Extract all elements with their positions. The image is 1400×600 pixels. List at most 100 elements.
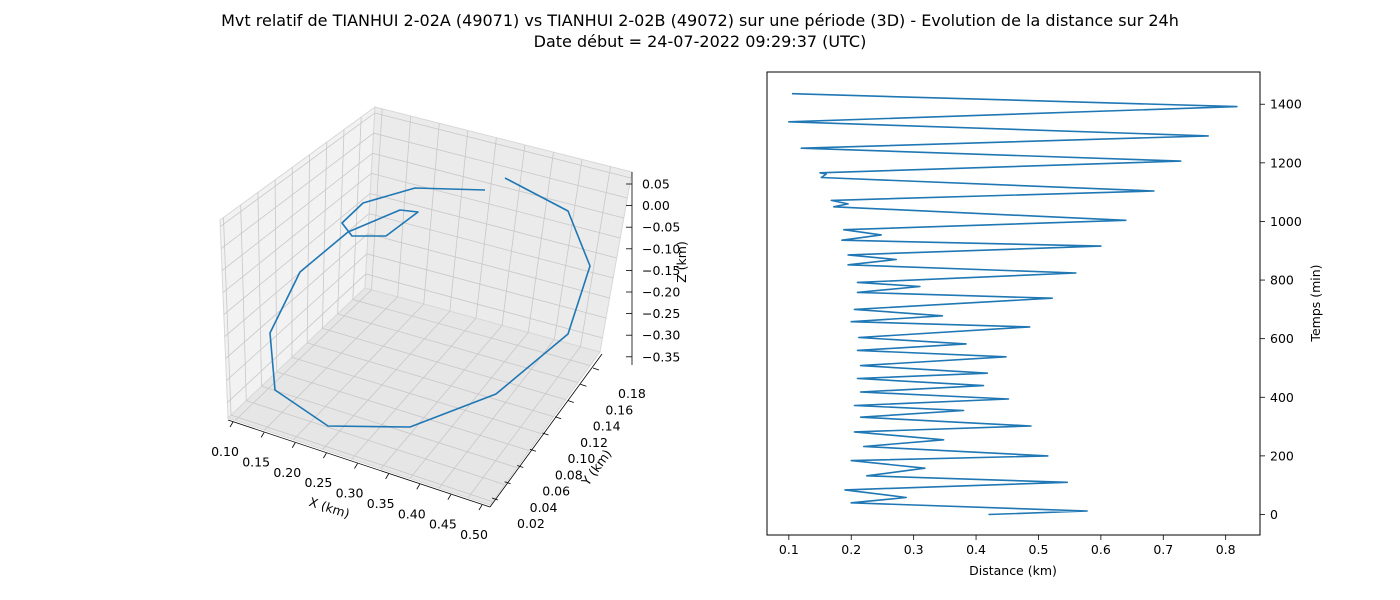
- y-tick-3d-mark: [567, 400, 574, 403]
- y-tick-3d-mark: [504, 481, 511, 485]
- x-tick-label-2d: 0.2: [841, 542, 861, 557]
- x-tick-label-3d: 0.15: [242, 454, 270, 469]
- grid-floor-y-line: [291, 356, 542, 434]
- grid-floor-y-line: [230, 414, 493, 502]
- grid-floor-x-line: [409, 332, 529, 479]
- z-tick-label-3d: −0.25: [642, 306, 680, 321]
- x-tick-label-2d: 0.5: [1029, 542, 1049, 557]
- y-ticks-3d: 0.020.040.06 0.080.100.120.14 0.160.18: [491, 367, 646, 531]
- y-tick-label-3d: 0.16: [605, 402, 633, 417]
- grid-back-z-line: [367, 233, 610, 299]
- x-tick-label-2d: 0.3: [904, 542, 924, 557]
- x-tick-label-3d: 0.20: [273, 465, 301, 480]
- grid-left-y-line: [240, 204, 247, 401]
- grid-back-z-line: [372, 152, 624, 219]
- grid-back-x-line: [527, 152, 554, 333]
- x-tick-label-3d: 0.45: [429, 517, 457, 532]
- x-tick-3d-mark: [447, 494, 452, 500]
- grid-back-z-line: [373, 132, 628, 199]
- grid-floor-x-line: [264, 296, 398, 431]
- y-tick-label-2d: 400: [1270, 390, 1294, 405]
- x-ticks-2d: 0.1 0.2 0.3 0.4 0.5 0.6 0.7 0.8: [779, 535, 1236, 557]
- grid-floor-y-line: [276, 371, 530, 451]
- x-tick-label-2d: 0.6: [1091, 542, 1111, 557]
- trajectory-3d-line: [269, 177, 591, 428]
- z-tick-label-3d: 0.05: [642, 177, 670, 192]
- z-tick-label-3d: −0.20: [642, 285, 680, 300]
- x-axis-label-2d: Distance (km): [969, 563, 1057, 578]
- grid-left-y-line: [274, 179, 278, 372]
- grid-left-y-line: [306, 154, 310, 343]
- y-tick-3d-mark: [491, 497, 499, 501]
- y-ticks-2d: 0 200 400 600 800 1000 1200 1400: [1260, 97, 1302, 522]
- grid-back-z-line: [370, 193, 617, 259]
- grid-floor-y-line: [337, 313, 579, 383]
- grid-floor-x-line: [351, 317, 477, 460]
- x-tick-label-2d: 0.7: [1153, 542, 1173, 557]
- x-tick-3d-mark: [291, 442, 296, 448]
- x-tick-label-3d: 0.30: [336, 486, 364, 501]
- y-tick-label-3d: 0.06: [542, 484, 570, 499]
- distance-time-line: [788, 92, 1238, 516]
- x-tick-3d-mark: [229, 421, 234, 428]
- plot-2d-distance-time: 0.1 0.2 0.3 0.4 0.5 0.6 0.7 0.8 0 200 400 600 800 10…: [766, 71, 1323, 578]
- grid-left-z-line: [220, 132, 374, 249]
- y-tick-3d-mark: [517, 465, 524, 468]
- x-tick-label-3d: 0.10: [211, 444, 239, 459]
- x-tick-label-3d: 0.25: [304, 475, 332, 490]
- y-tick-label-3d: 0.02: [517, 516, 545, 531]
- grid-left-z-line: [223, 193, 371, 315]
- z-ticks-3d: 0.05 0.00 −0.05 −0.10 −0.15 −0.20 −0.25 −0.30 −0…: [626, 177, 680, 364]
- y-tick-label-2d: 200: [1270, 448, 1294, 463]
- x-tick-3d-mark: [478, 504, 483, 511]
- grid-left-z-line: [221, 152, 373, 271]
- grid-back-x-line: [580, 166, 611, 347]
- x-tick-label-2d: 0.4: [966, 542, 986, 557]
- y-tick-label-2d: 0: [1270, 507, 1278, 522]
- x-tick-label-2d: 0.8: [1216, 542, 1236, 557]
- y-tick-3d-mark: [580, 383, 587, 387]
- y-tick-label-3d: 0.18: [618, 386, 646, 401]
- grid-back-z-line: [374, 112, 632, 179]
- grid-floor-y-line: [352, 299, 591, 366]
- y-tick-label-2d: 1200: [1270, 155, 1302, 170]
- x-tick-label-3d: 0.35: [367, 496, 395, 511]
- z-tick-label-3d: −0.35: [642, 349, 680, 364]
- grid-floor-y-line: [246, 400, 505, 485]
- x-ticks-3d: 0.100.150.200.25 0.300.350.400.450.50: [211, 421, 488, 542]
- grid-back-x-line: [475, 137, 497, 319]
- plot-3d-relative-motion: 0.100.150.200.250.300.350.400.450.50 0.0…: [211, 105, 689, 542]
- z-tick-label-3d: −0.10: [642, 241, 680, 256]
- grid-left-z-line: [220, 112, 375, 227]
- x-tick-3d-mark: [260, 432, 265, 438]
- x-tick-3d-mark: [354, 463, 358, 469]
- z-axis-label-3d: Z (km): [674, 241, 689, 283]
- grid-floor-y-line: [307, 342, 554, 417]
- y-tick-3d-mark: [529, 448, 537, 452]
- grid-floor-x-line: [380, 325, 503, 470]
- grid-back-z-line: [371, 172, 621, 239]
- y-axis-line: [489, 353, 603, 508]
- y-tick-label-3d: 0.14: [593, 419, 621, 434]
- grid-back-x-line: [501, 144, 526, 326]
- grid-left-y-line: [321, 142, 328, 329]
- x-tick-3d-mark: [385, 473, 389, 480]
- grid-floor-y-line: [322, 328, 566, 400]
- grid-left-y-line: [337, 129, 345, 315]
- grid-back-z-line: [366, 253, 607, 319]
- grid-left-z-line: [226, 253, 368, 381]
- grid-back-z-line: [369, 213, 614, 279]
- y-tick-label-2d: 600: [1270, 331, 1294, 346]
- y-tick-label-3d: 0.10: [568, 451, 596, 466]
- grid-floor-x-line: [438, 339, 555, 489]
- z-tick-label-3d: −0.15: [642, 263, 680, 278]
- x-axis-line: [227, 419, 491, 508]
- grid-left-z-line: [225, 233, 369, 359]
- grid-floor-x-line: [467, 346, 581, 498]
- grid-back-z-line: [365, 273, 603, 339]
- grid-back-x-line: [553, 159, 583, 340]
- z-tick-label-3d: −0.05: [642, 220, 680, 235]
- figure-title-line-1: Mvt relatif de TIANHUI 2-02A (49071) vs …: [221, 11, 1179, 30]
- y-tick-label-3d: 0.08: [555, 467, 583, 482]
